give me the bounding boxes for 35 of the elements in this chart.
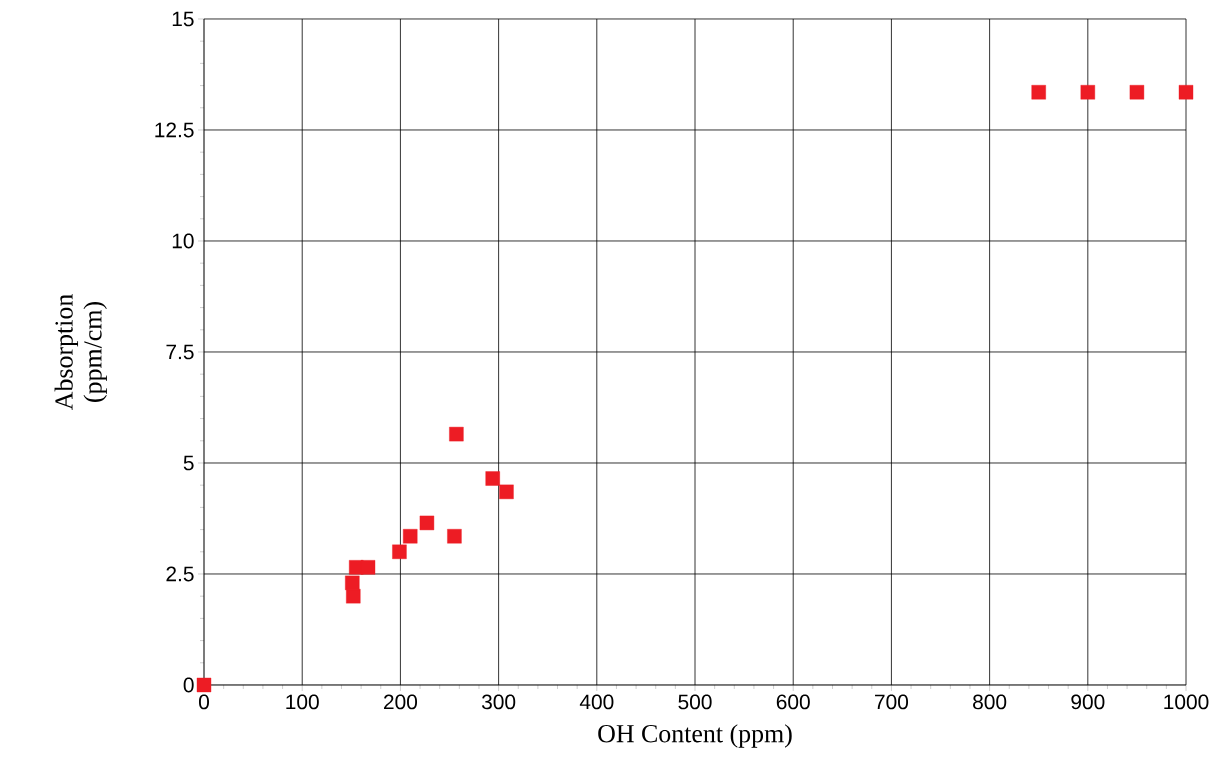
x-tick-label: 500: [678, 694, 712, 710]
x-axis-title: OH Content (ppm): [598, 724, 792, 748]
point: [485, 471, 500, 486]
x-tick-label: 400: [579, 694, 614, 710]
point: [499, 484, 514, 500]
point: [449, 426, 464, 442]
x-tick-label: 0: [199, 694, 209, 710]
y-tick-label: 0: [183, 677, 194, 693]
point: [346, 588, 361, 604]
point: [360, 560, 376, 575]
y-tick-label: 2.5: [166, 566, 194, 582]
point: [1080, 85, 1096, 100]
x-tick-label: 600: [776, 694, 810, 710]
y-tick-label: 10: [172, 233, 194, 249]
x-tick-label: 200: [384, 694, 418, 710]
x-tick-label: 700: [875, 694, 909, 710]
point: [1129, 85, 1145, 100]
x-tick-label: 100: [286, 694, 319, 710]
point: [392, 544, 407, 559]
x-tick-label: 900: [1071, 694, 1105, 710]
point: [1031, 85, 1046, 100]
y-tick-label: 7.5: [166, 344, 194, 360]
point: [1178, 85, 1194, 100]
x-tick-label: 800: [973, 694, 1007, 710]
point: [419, 515, 435, 531]
point: [403, 529, 418, 544]
point: [196, 677, 212, 693]
y-tick-label: 5: [183, 455, 194, 471]
x-tick-label: 300: [481, 694, 516, 710]
point: [447, 529, 462, 544]
y-tick-label: 12.5: [155, 122, 194, 138]
y-tick-label: 15: [172, 11, 194, 27]
y-axis-title: Absorption (ppm/cm): [54, 294, 107, 411]
point: [345, 575, 360, 591]
x-tick-label: 1000: [1164, 694, 1209, 710]
